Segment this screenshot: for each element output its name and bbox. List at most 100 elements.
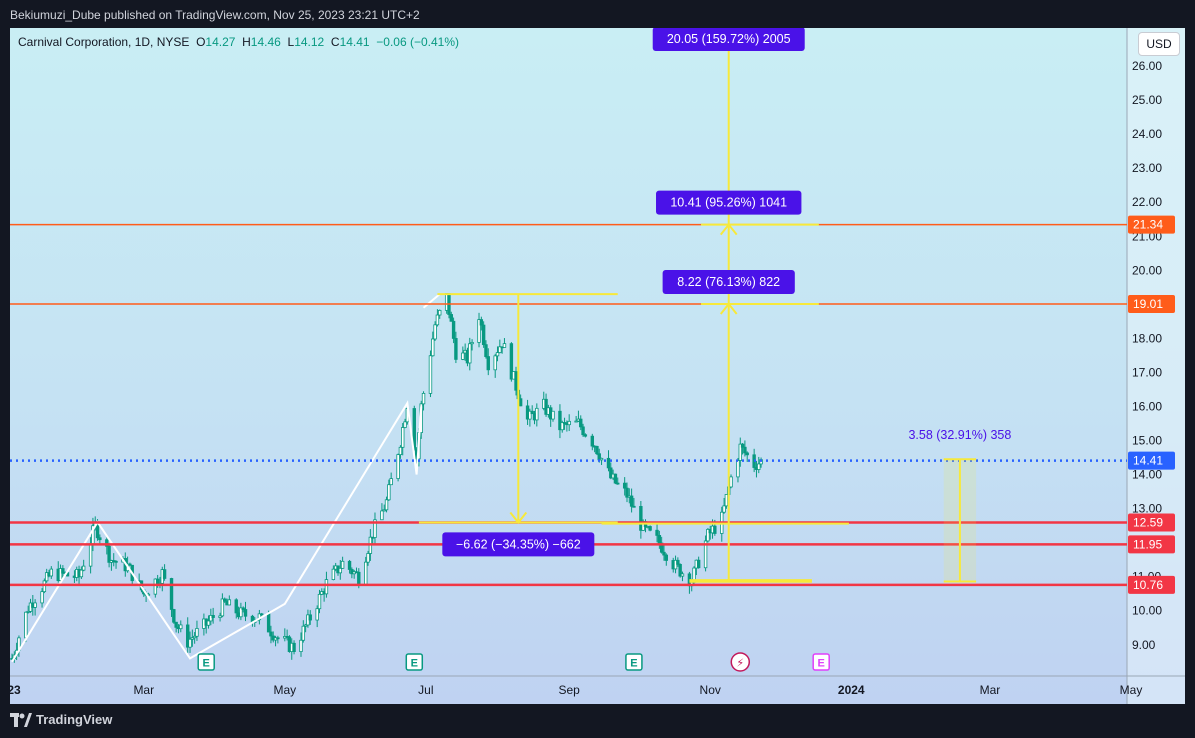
- measurement-label-bg: [656, 190, 802, 215]
- price-tick-label: 26.00: [1132, 59, 1162, 73]
- candle-body: [622, 482, 627, 489]
- time-tick-label: Nov: [700, 683, 721, 697]
- candle-body: [26, 610, 30, 613]
- candle-body: [303, 624, 308, 627]
- candle-body: [664, 554, 668, 561]
- candle-body: [301, 625, 306, 641]
- price-level-badge: [1128, 295, 1175, 313]
- price-tick-label: 18.00: [1132, 331, 1162, 345]
- candle-body: [599, 457, 604, 461]
- time-tick-label: Mar: [133, 683, 154, 697]
- candle-body: [396, 454, 400, 479]
- low-value: 14.12: [294, 35, 325, 49]
- candle-body: [174, 621, 178, 628]
- candle-body: [724, 494, 729, 507]
- candle-body: [514, 371, 518, 391]
- time-tick-label: May: [273, 683, 296, 697]
- candle-body: [373, 519, 377, 538]
- candle-body: [88, 543, 93, 567]
- candle-body: [269, 631, 273, 637]
- price-tick-label: 22.00: [1132, 195, 1162, 209]
- candle-body: [581, 426, 585, 436]
- candle-body: [703, 540, 708, 569]
- candle-body: [678, 563, 682, 577]
- candle-body: [590, 435, 595, 447]
- price-level-badge: [1128, 535, 1175, 554]
- price-level-label: 19.01: [1133, 297, 1163, 311]
- earnings-icon: [405, 653, 424, 671]
- price-tick-label: 10.00: [1132, 604, 1162, 618]
- candle-body: [227, 599, 232, 606]
- candle-body: [736, 460, 740, 478]
- open-value: 14.27: [205, 35, 236, 49]
- price-tick-label: 15.00: [1132, 434, 1162, 448]
- candle-body: [338, 567, 343, 574]
- change-value: −0.06 (−0.41%): [376, 35, 459, 49]
- candle-body: [315, 608, 319, 621]
- candle-body: [438, 309, 442, 316]
- candle-body: [188, 638, 192, 648]
- published-caption: Bekiumuzi_Dube published on TradingView.…: [10, 8, 420, 22]
- candle-body: [484, 344, 488, 357]
- candle-body: [186, 624, 190, 648]
- high-value: 14.46: [250, 35, 281, 49]
- candle-body: [389, 478, 393, 486]
- measurement-label-bg: [662, 270, 795, 294]
- price-level-badge: [1128, 513, 1175, 532]
- candle-body: [625, 487, 629, 498]
- candle-body: [657, 535, 662, 544]
- candle-body: [44, 572, 49, 582]
- candle-body: [528, 410, 532, 420]
- currency-button[interactable]: USD: [1138, 32, 1180, 56]
- earnings-icon: [625, 653, 643, 671]
- candle-body: [340, 560, 345, 569]
- candle-body: [655, 529, 659, 536]
- price-level-badge: [1128, 575, 1175, 594]
- candle-body: [169, 578, 174, 610]
- candle-body: [308, 614, 312, 621]
- candle-body: [461, 352, 465, 360]
- price-level-badge: [1128, 215, 1175, 234]
- candle-body: [729, 476, 733, 488]
- candle-body: [659, 542, 664, 553]
- price-chart[interactable]: 9.0010.0011.0012.0013.0014.0015.0016.001…: [10, 28, 1185, 704]
- candle-body: [433, 324, 437, 340]
- candle-body: [384, 499, 389, 511]
- candle-body: [292, 642, 296, 652]
- measurement-label: −6.62 (−34.35%) −662: [456, 537, 581, 551]
- price-tick-label: 24.00: [1132, 127, 1162, 141]
- measure-arrow: [509, 511, 528, 525]
- candle-body: [530, 410, 534, 415]
- price-level-label: 10.76: [1133, 578, 1163, 592]
- candle-body: [58, 568, 63, 581]
- candle-body: [449, 314, 453, 322]
- time-tick-label: Jul: [418, 683, 433, 697]
- chart-pane[interactable]: 9.0010.0011.0012.0013.0014.0015.0016.001…: [10, 28, 1185, 704]
- price-tick-label: 23.00: [1132, 161, 1162, 175]
- time-tick-label: 2024: [838, 683, 865, 697]
- measurement-label-bg: [442, 532, 595, 557]
- candle-body: [380, 510, 384, 521]
- candle-body: [616, 482, 620, 485]
- candle-body: [42, 580, 47, 593]
- measurement-label-bg: [652, 28, 805, 51]
- symbol-legend: Carnival Corporation, 1D, NYSE O14.27 H1…: [18, 35, 459, 49]
- candle-body: [107, 545, 111, 563]
- candle-body: [468, 343, 472, 364]
- candle-body: [61, 568, 65, 574]
- earnings-icon: [812, 653, 830, 671]
- candle-body: [583, 434, 588, 437]
- candle-body: [192, 635, 197, 639]
- candle-body: [317, 593, 322, 610]
- candle-body: [179, 624, 183, 630]
- candle-body: [629, 495, 634, 507]
- candle-body: [239, 607, 243, 618]
- split-icon: [730, 652, 751, 672]
- measurement-label: 20.05 (159.72%) 2005: [667, 32, 791, 46]
- candle-body: [331, 568, 336, 581]
- candle-body: [105, 539, 109, 547]
- candle-body: [676, 559, 680, 565]
- candle-body: [544, 398, 548, 415]
- candle-body: [696, 559, 701, 569]
- candle-body: [364, 561, 368, 585]
